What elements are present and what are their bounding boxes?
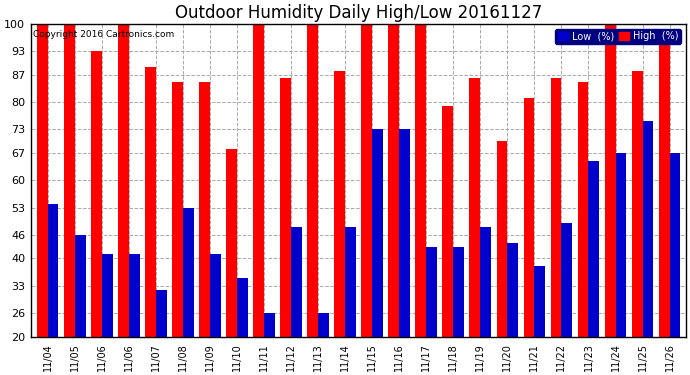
Bar — [145, 67, 156, 337]
Bar — [415, 24, 426, 337]
Bar — [615, 153, 627, 337]
Bar — [400, 129, 410, 337]
Bar — [118, 24, 129, 337]
Bar — [280, 78, 291, 337]
Bar — [199, 82, 210, 337]
Bar — [497, 141, 507, 337]
Bar — [362, 24, 372, 337]
Bar — [659, 43, 669, 337]
Bar — [226, 149, 237, 337]
Bar — [183, 207, 194, 337]
Bar — [91, 51, 101, 337]
Bar — [264, 313, 275, 337]
Bar — [562, 223, 572, 337]
Bar — [480, 227, 491, 337]
Bar — [632, 70, 642, 337]
Bar — [64, 24, 75, 337]
Bar — [75, 235, 86, 337]
Bar — [426, 247, 437, 337]
Bar — [534, 266, 545, 337]
Bar — [101, 255, 112, 337]
Bar — [453, 247, 464, 337]
Bar — [291, 227, 302, 337]
Bar — [210, 255, 221, 337]
Bar — [669, 153, 680, 337]
Bar — [237, 278, 248, 337]
Bar — [524, 98, 534, 337]
Bar — [642, 122, 653, 337]
Bar — [589, 160, 600, 337]
Bar — [307, 24, 318, 337]
Bar — [253, 24, 264, 337]
Bar — [372, 129, 383, 337]
Bar — [318, 313, 329, 337]
Bar — [156, 290, 166, 337]
Bar — [334, 70, 345, 337]
Bar — [507, 243, 518, 337]
Bar — [388, 24, 400, 337]
Bar — [442, 106, 453, 337]
Bar — [578, 82, 589, 337]
Bar — [345, 227, 356, 337]
Bar — [172, 82, 183, 337]
Bar — [48, 204, 59, 337]
Bar — [129, 255, 139, 337]
Bar — [469, 78, 480, 337]
Title: Outdoor Humidity Daily High/Low 20161127: Outdoor Humidity Daily High/Low 20161127 — [175, 4, 542, 22]
Legend: Low  (%), High  (%): Low (%), High (%) — [555, 28, 681, 44]
Bar — [604, 24, 615, 337]
Bar — [37, 24, 48, 337]
Bar — [551, 78, 562, 337]
Text: Copyright 2016 Cartronics.com: Copyright 2016 Cartronics.com — [32, 30, 174, 39]
